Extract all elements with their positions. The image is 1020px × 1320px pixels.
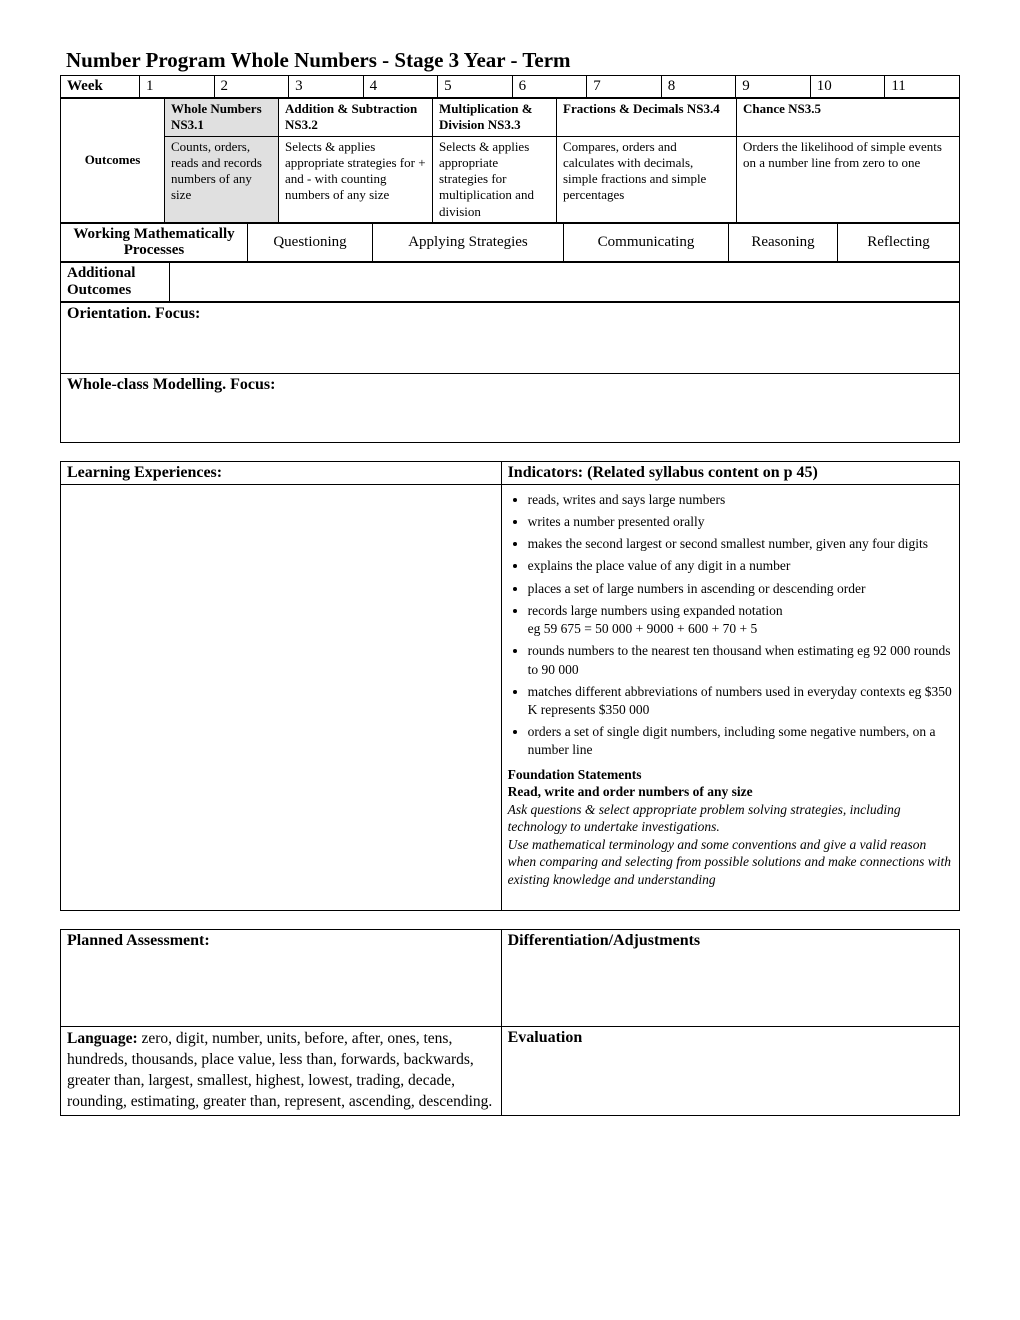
wmp-item: Communicating — [564, 223, 729, 261]
indicator-item: writes a number presented orally — [528, 513, 953, 531]
orientation-row: Orientation. Focus: — [61, 302, 960, 373]
week-num: 6 — [512, 76, 587, 98]
wmp-item: Applying Strategies — [373, 223, 564, 261]
orientation-modelling-table: Orientation. Focus: Whole-class Modellin… — [60, 302, 960, 443]
week-num: 4 — [363, 76, 438, 98]
page-title: Number Program Whole Numbers - Stage 3 Y… — [60, 48, 960, 73]
foundation-body: Ask questions & select appropriate probl… — [508, 801, 953, 889]
evaluation-heading: Evaluation — [508, 1029, 583, 1046]
week-num: 10 — [810, 76, 885, 98]
indicator-item: records large numbers using expanded not… — [528, 602, 953, 638]
week-num: 3 — [289, 76, 364, 98]
indicator-item: orders a set of single digit numbers, in… — [528, 723, 953, 759]
indicator-item: matches different abbreviations of numbe… — [528, 683, 953, 719]
outcome-desc: Compares, orders and calculates with dec… — [557, 136, 737, 222]
outcomes-label: Outcomes — [61, 99, 165, 223]
outcome-desc: Selects & applies appropriate strategies… — [279, 136, 433, 222]
language-label: Language: — [67, 1030, 142, 1047]
indicator-item: explains the place value of any digit in… — [528, 557, 953, 575]
wmp-table: Working Mathematically Processes Questio… — [60, 223, 960, 262]
assessment-table: Planned Assessment: Differentiation/Adju… — [60, 929, 960, 1116]
outcome-head: Fractions & Decimals NS3.4 — [557, 99, 737, 137]
learning-body — [61, 484, 502, 911]
learning-heading: Learning Experiences: — [67, 464, 222, 481]
foundation-title: Foundation Statements — [508, 766, 953, 784]
additional-label: Additional Outcomes — [61, 262, 170, 301]
foundation-sub: Read, write and order numbers of any siz… — [508, 783, 953, 801]
planned-heading: Planned Assessment: — [67, 932, 210, 949]
orientation-heading: Orientation. Focus: — [67, 305, 200, 322]
wmp-item: Reflecting — [838, 223, 960, 261]
indicator-item: places a set of large numbers in ascendi… — [528, 580, 953, 598]
outcome-head: Addition & Subtraction NS3.2 — [279, 99, 433, 137]
outcome-head: Whole Numbers NS3.1 — [165, 99, 279, 137]
indicator-item: makes the second largest or second small… — [528, 535, 953, 553]
outcome-desc: Selects & applies appropriate strategies… — [433, 136, 557, 222]
indicator-item: rounds numbers to the nearest ten thousa… — [528, 642, 953, 678]
additional-table: Additional Outcomes — [60, 262, 960, 302]
wmp-item: Questioning — [248, 223, 373, 261]
additional-body — [170, 262, 960, 301]
indicator-item: reads, writes and says large numbers — [528, 491, 953, 509]
outcome-desc: Orders the likelihood of simple events o… — [737, 136, 960, 222]
week-num: 2 — [214, 76, 289, 98]
wmp-item: Reasoning — [729, 223, 838, 261]
indicators-heading: Indicators: (Related syllabus content on… — [508, 464, 818, 481]
wmp-label: Working Mathematically Processes — [61, 223, 248, 261]
diff-heading: Differentiation/Adjustments — [508, 932, 701, 949]
week-num: 1 — [140, 76, 215, 98]
outcomes-table: Outcomes Whole Numbers NS3.1 Addition & … — [60, 98, 960, 223]
week-table: Week 1 2 3 4 5 6 7 8 9 10 11 — [60, 75, 960, 98]
outcome-head: Chance NS3.5 — [737, 99, 960, 137]
modelling-heading: Whole-class Modelling. Focus: — [67, 376, 275, 393]
learning-table: Learning Experiences: Indicators: (Relat… — [60, 461, 960, 912]
week-num: 8 — [661, 76, 736, 98]
week-num: 9 — [736, 76, 811, 98]
indicators-body: reads, writes and says large numbers writ… — [501, 484, 959, 911]
outcome-head: Multiplication & Division NS3.3 — [433, 99, 557, 137]
week-num: 5 — [438, 76, 513, 98]
week-num: 7 — [587, 76, 662, 98]
week-label: Week — [61, 76, 140, 98]
outcome-desc: Counts, orders, reads and records number… — [165, 136, 279, 222]
week-num: 11 — [885, 76, 960, 98]
language-cell: Language: zero, digit, number, units, be… — [61, 1027, 502, 1116]
modelling-row: Whole-class Modelling. Focus: — [61, 373, 960, 442]
